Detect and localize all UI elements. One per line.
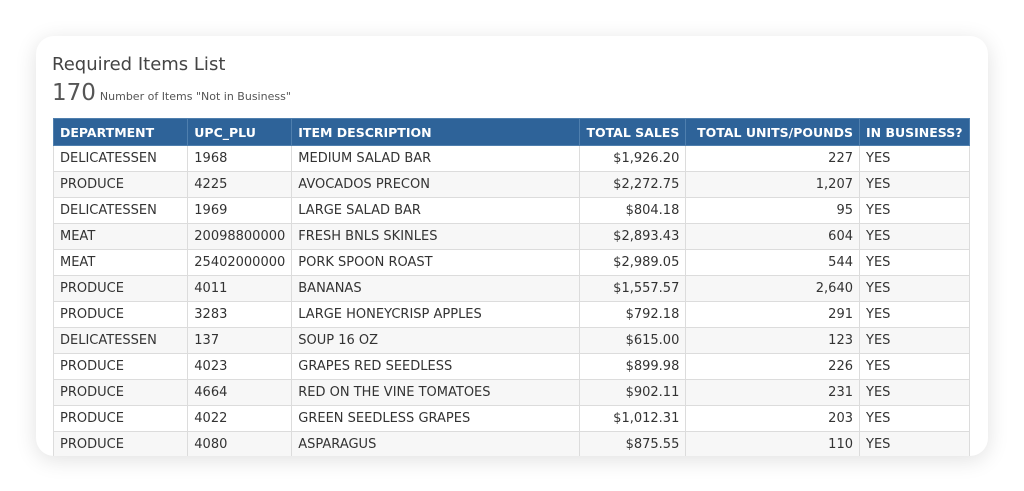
table-row[interactable]: PRODUCE 4022 GREEN SEEDLESS GRAPES $1,012.3… bbox=[52, 405, 970, 432]
table-cell: 1968 bbox=[187, 145, 293, 172]
table-cell: 4225 bbox=[187, 171, 293, 198]
table-cell: MEAT bbox=[52, 223, 189, 250]
table-cell: 123 bbox=[685, 327, 860, 354]
table-cell: YES bbox=[859, 431, 970, 456]
table-cell: DELICATESSEN bbox=[52, 197, 189, 224]
table-cell: MEDIUM SALAD BAR bbox=[291, 145, 581, 172]
column-header-item-description[interactable]: ITEM DESCRIPTION bbox=[291, 118, 581, 146]
table-cell: PORK SPOON ROAST bbox=[291, 249, 581, 276]
table-cell: SOUP 16 OZ bbox=[291, 327, 581, 354]
table-cell: GREEN SEEDLESS GRAPES bbox=[291, 405, 581, 432]
table-cell: YES bbox=[859, 353, 970, 380]
table-cell: YES bbox=[859, 223, 970, 250]
table-cell: YES bbox=[859, 171, 970, 198]
table-cell: 4022 bbox=[187, 405, 293, 432]
table-cell: 137 bbox=[187, 327, 293, 354]
table-cell: YES bbox=[859, 405, 970, 432]
table-cell: 291 bbox=[685, 301, 860, 328]
table-row[interactable]: PRODUCE 4011 BANANAS $1,557.57 2,640 YES bbox=[52, 275, 970, 302]
table-cell: 4080 bbox=[187, 431, 293, 456]
table-row[interactable]: MEAT 20098800000 FRESH BNLS SKINLES $2,893.… bbox=[52, 223, 970, 250]
table-cell: 1969 bbox=[187, 197, 293, 224]
table-cell: AVOCADOS PRECON bbox=[291, 171, 581, 198]
table-cell: PRODUCE bbox=[52, 379, 189, 406]
table-cell: PRODUCE bbox=[52, 171, 189, 198]
table-cell: YES bbox=[859, 301, 970, 328]
table-row[interactable]: PRODUCE 4023 GRAPES RED SEEDLESS $899.98 226… bbox=[52, 353, 970, 380]
table-cell: 544 bbox=[685, 249, 860, 276]
count-value: 170 bbox=[52, 80, 96, 106]
table-cell: YES bbox=[859, 145, 970, 172]
table-cell: 226 bbox=[685, 353, 860, 380]
column-header-total-units-pounds[interactable]: TOTAL UNITS/POUNDS bbox=[685, 118, 860, 146]
table-cell: 4664 bbox=[187, 379, 293, 406]
table-cell: YES bbox=[859, 249, 970, 276]
table-cell: YES bbox=[859, 275, 970, 302]
table-row[interactable]: PRODUCE 4664 RED ON THE VINE TOMATOES $902.… bbox=[52, 379, 970, 406]
items-table: DEPARTMENT UPC_PLU ITEM DESCRIPTION TOTAL S… bbox=[52, 118, 970, 456]
table-cell: DELICATESSEN bbox=[52, 327, 189, 354]
table-cell: $1,012.31 bbox=[579, 405, 687, 432]
table-row[interactable]: PRODUCE 4225 AVOCADOS PRECON $2,272.75 1,207… bbox=[52, 171, 970, 198]
table-cell: 3283 bbox=[187, 301, 293, 328]
table-cell: LARGE HONEYCRISP APPLES bbox=[291, 301, 581, 328]
table-cell: LARGE SALAD BAR bbox=[291, 197, 581, 224]
table-cell: DELICATESSEN bbox=[52, 145, 189, 172]
table-cell: YES bbox=[859, 327, 970, 354]
table-cell: PRODUCE bbox=[52, 301, 189, 328]
column-header-upc-plu[interactable]: UPC_PLU bbox=[187, 118, 293, 146]
table-cell: 1,207 bbox=[685, 171, 860, 198]
card-title: Required Items List bbox=[52, 54, 226, 75]
table-cell: $2,272.75 bbox=[579, 171, 687, 198]
table-cell: $902.11 bbox=[579, 379, 687, 406]
table-cell: $875.55 bbox=[579, 431, 687, 456]
table-row[interactable]: DELICATESSEN 137 SOUP 16 OZ $615.00 123 YES bbox=[52, 327, 970, 354]
table-cell: ASPARAGUS bbox=[291, 431, 581, 456]
table-cell: YES bbox=[859, 197, 970, 224]
table-cell: YES bbox=[859, 379, 970, 406]
table-cell: 4011 bbox=[187, 275, 293, 302]
table-cell: $804.18 bbox=[579, 197, 687, 224]
required-items-card: Required Items List 170 Number of Items "… bbox=[36, 36, 988, 456]
table-cell: $792.18 bbox=[579, 301, 687, 328]
table-cell: 95 bbox=[685, 197, 860, 224]
table-header-row: DEPARTMENT UPC_PLU ITEM DESCRIPTION TOTAL S… bbox=[52, 118, 970, 146]
table-cell: 20098800000 bbox=[187, 223, 293, 250]
table-cell: $615.00 bbox=[579, 327, 687, 354]
table-cell: GRAPES RED SEEDLESS bbox=[291, 353, 581, 380]
table-cell: 227 bbox=[685, 145, 860, 172]
table-cell: 25402000000 bbox=[187, 249, 293, 276]
table-cell: $2,989.05 bbox=[579, 249, 687, 276]
column-header-in-business[interactable]: IN BUSINESS? bbox=[859, 118, 970, 146]
column-header-department[interactable]: DEPARTMENT bbox=[52, 118, 189, 146]
table-cell: PRODUCE bbox=[52, 405, 189, 432]
table-row[interactable]: MEAT 25402000000 PORK SPOON ROAST $2,989.05… bbox=[52, 249, 970, 276]
table-cell: 110 bbox=[685, 431, 860, 456]
table-cell: FRESH BNLS SKINLES bbox=[291, 223, 581, 250]
table-row[interactable]: DELICATESSEN 1968 MEDIUM SALAD BAR $1,926.2… bbox=[52, 145, 970, 172]
table-cell: MEAT bbox=[52, 249, 189, 276]
table-cell: BANANAS bbox=[291, 275, 581, 302]
table-cell: 604 bbox=[685, 223, 860, 250]
not-in-business-count: 170 Number of Items "Not in Business" bbox=[52, 80, 291, 106]
column-header-total-sales[interactable]: TOTAL SALES bbox=[579, 118, 687, 146]
table-cell: $899.98 bbox=[579, 353, 687, 380]
table-cell: 4023 bbox=[187, 353, 293, 380]
table-cell: RED ON THE VINE TOMATOES bbox=[291, 379, 581, 406]
table-cell: PRODUCE bbox=[52, 275, 189, 302]
table-cell: PRODUCE bbox=[52, 431, 189, 456]
table-cell: $2,893.43 bbox=[579, 223, 687, 250]
table-row[interactable]: PRODUCE 4080 ASPARAGUS $875.55 110 YES bbox=[52, 431, 970, 456]
table-cell: 231 bbox=[685, 379, 860, 406]
table-row[interactable]: PRODUCE 3283 LARGE HONEYCRISP APPLES $792.1… bbox=[52, 301, 970, 328]
table-cell: 2,640 bbox=[685, 275, 860, 302]
count-label: Number of Items "Not in Business" bbox=[99, 90, 291, 103]
table-cell: $1,926.20 bbox=[579, 145, 687, 172]
table-cell: 203 bbox=[685, 405, 860, 432]
table-cell: PRODUCE bbox=[52, 353, 189, 380]
table-cell: $1,557.57 bbox=[579, 275, 687, 302]
table-row[interactable]: DELICATESSEN 1969 LARGE SALAD BAR $804.18 95… bbox=[52, 197, 970, 224]
